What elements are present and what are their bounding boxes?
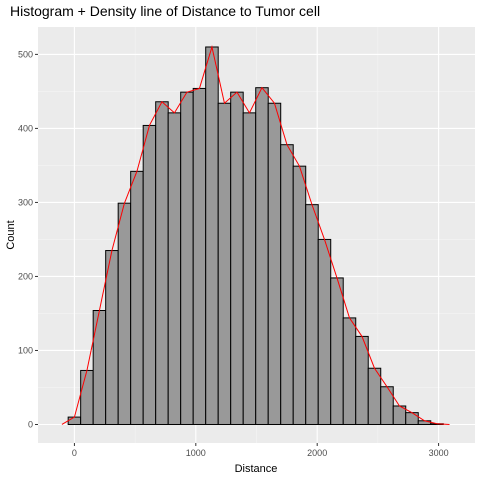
density-line	[61, 45, 450, 425]
y-axis-ticks: 0 100 200 300 400 500	[18, 49, 38, 429]
x-tick-label: 1000	[186, 448, 206, 458]
histogram-bar	[205, 46, 219, 425]
histogram-bar	[142, 124, 157, 425]
y-tick-label: 100	[18, 345, 33, 355]
x-tick-label: 2000	[307, 448, 327, 458]
histogram-bar	[305, 204, 319, 425]
x-tick-label: 3000	[429, 448, 449, 458]
y-tick-label: 0	[28, 419, 33, 429]
histogram-bar	[330, 277, 344, 425]
histogram-bar	[405, 412, 419, 425]
y-tick-label: 300	[18, 197, 33, 207]
histogram-bar	[242, 112, 257, 425]
histogram-bar	[105, 250, 119, 425]
histogram-bar	[117, 202, 132, 425]
histogram-bar	[92, 310, 107, 425]
histogram-bar	[217, 102, 232, 425]
x-axis-ticks: 0 1000 2000 3000	[72, 443, 449, 458]
histogram-bar	[367, 367, 382, 425]
histogram-bar	[80, 369, 94, 425]
histogram-bar	[67, 416, 82, 425]
y-axis-title: Count	[5, 220, 17, 249]
histogram-bar	[317, 238, 332, 425]
histogram-bar	[267, 102, 282, 425]
y-tick-label: 200	[18, 271, 33, 281]
histogram-bar	[167, 112, 182, 425]
histogram-bar	[255, 87, 269, 425]
histogram-bar	[380, 386, 394, 425]
histogram-bar	[192, 87, 207, 425]
chart-title: Histogram + Density line of Distance to …	[10, 3, 321, 19]
y-tick-label: 500	[18, 49, 33, 59]
histogram-bar	[292, 165, 307, 425]
histogram-bar	[355, 335, 369, 425]
histogram-bar	[180, 91, 194, 425]
x-tick-label: 0	[72, 448, 77, 458]
histogram-bar	[230, 91, 244, 425]
histogram-bar	[130, 170, 144, 425]
histogram-bar	[155, 101, 169, 425]
histogram-bars	[67, 46, 444, 425]
x-axis-title: Distance	[235, 463, 278, 475]
histogram-bar	[280, 144, 294, 425]
histogram-bar	[342, 317, 357, 425]
y-tick-label: 400	[18, 123, 33, 133]
